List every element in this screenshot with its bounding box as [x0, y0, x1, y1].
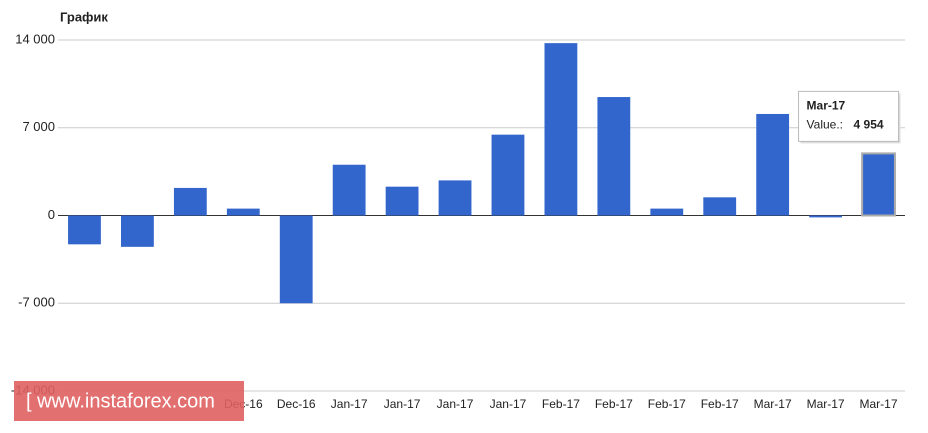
- bar: [332, 164, 366, 216]
- watermark: [ www.instaforex.com: [26, 390, 215, 412]
- tooltip: [798, 90, 900, 142]
- chart-title: График: [60, 9, 108, 24]
- watermark-box: [14, 381, 244, 421]
- x-tick-label: Jan-17: [490, 397, 527, 411]
- bar: [756, 113, 790, 216]
- tooltip-value: 4 954: [854, 118, 884, 132]
- x-tick-label: Jan-17: [437, 397, 474, 411]
- y-tick-label: 0: [48, 207, 55, 222]
- bar: [385, 186, 419, 216]
- x-tick-label: Feb-17: [595, 397, 633, 411]
- y-tick-label: -7 000: [18, 295, 55, 310]
- x-tick-label: Dec-16: [277, 397, 316, 411]
- x-tick-label: Jan-17: [384, 397, 421, 411]
- bar: [809, 215, 843, 218]
- x-tick-label: Jan-17: [331, 397, 368, 411]
- x-tick-label: Feb-17: [648, 397, 686, 411]
- bar: [68, 215, 101, 245]
- bar: [491, 134, 525, 216]
- bar: [120, 215, 154, 247]
- bar: [544, 43, 578, 216]
- y-tick-label: 14 000: [15, 31, 55, 46]
- bar: [650, 208, 684, 216]
- x-tick-label: Mar-17: [754, 397, 792, 411]
- bar: [597, 97, 631, 216]
- bar: [226, 208, 260, 216]
- tooltip-title: Mar-17: [807, 99, 846, 113]
- bar: [861, 152, 896, 217]
- x-tick-label: Feb-17: [542, 397, 580, 411]
- x-tick-label: Mar-17: [860, 397, 898, 411]
- bar: [438, 180, 472, 216]
- x-tick-label: Feb-17: [701, 397, 739, 411]
- y-tick-label: 7 000: [22, 119, 55, 134]
- bar: [279, 215, 313, 304]
- bar: [703, 197, 737, 216]
- tooltip-label: Value.:: [807, 118, 843, 132]
- bar: [173, 187, 207, 216]
- x-tick-label: Mar-17: [807, 397, 845, 411]
